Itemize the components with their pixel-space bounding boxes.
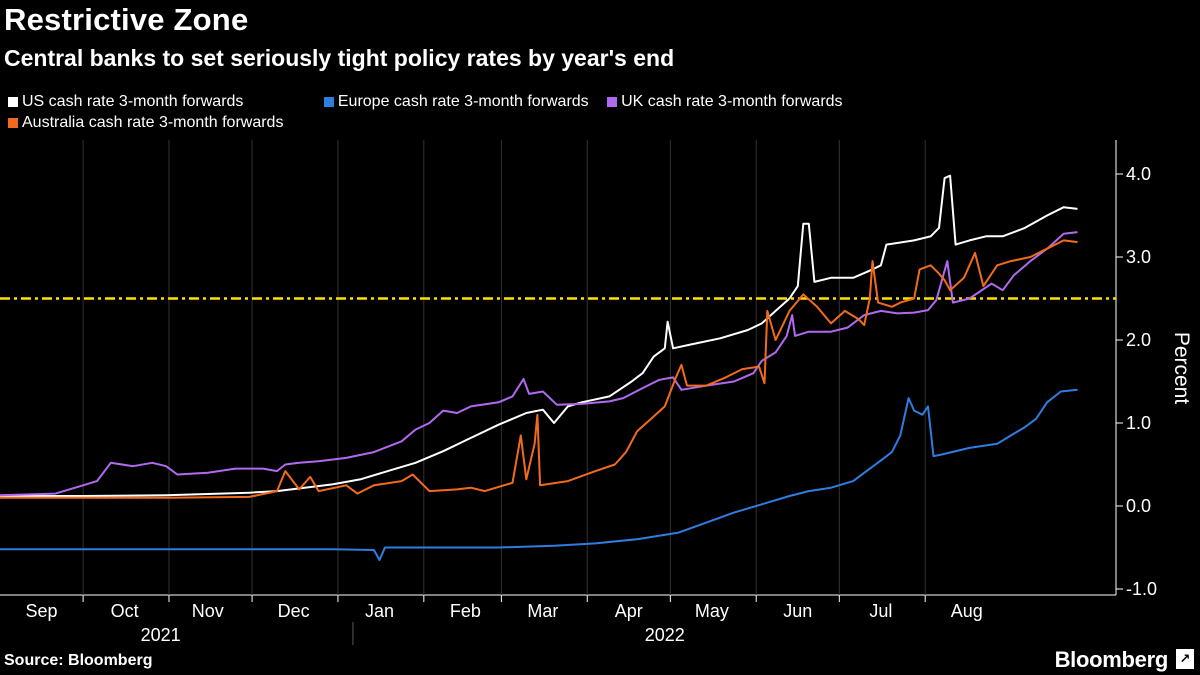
source-note: Source: Bloomberg <box>4 652 153 669</box>
chart-subtitle: Central banks to set seriously tight pol… <box>4 45 675 71</box>
legend-swatch-australia <box>8 118 18 128</box>
series-line-uk <box>0 231 1078 497</box>
legend-item-uk: UK cash rate 3-month forwards <box>607 92 843 112</box>
y-tick-label-4: 0.0 <box>1126 496 1151 516</box>
x-tick-label-aug: Aug <box>951 601 983 621</box>
year-label-2021: 2021 <box>141 625 181 645</box>
legend-item-europe: Europe cash rate 3-month forwards <box>323 92 589 112</box>
x-tick-label-nov: Nov <box>192 601 224 621</box>
legend-swatch-uk <box>607 97 618 107</box>
legend-swatch-us <box>8 97 18 107</box>
y-tick-label-5: -1.0 <box>1126 579 1157 599</box>
x-tick-label-dec: Dec <box>278 601 310 621</box>
year-label-2022: 2022 <box>645 625 685 645</box>
chart-icon: ↗ <box>1176 649 1194 669</box>
x-tick-label-jun: Jun <box>783 601 812 621</box>
series-line-australia <box>0 239 1078 499</box>
legend-item-us: US cash rate 3-month forwards <box>8 92 243 112</box>
legend-label-europe: Europe cash rate 3-month forwards <box>337 93 589 110</box>
legend: US cash rate 3-month forwards Europe cas… <box>8 92 1008 134</box>
x-tick-label-jan: Jan <box>365 601 394 621</box>
y-axis-title: Percent <box>1170 332 1193 405</box>
x-tick-label-oct: Oct <box>111 601 139 621</box>
series-line-us <box>0 174 1078 497</box>
bloomberg-logo: Bloomberg <box>1054 647 1169 672</box>
legend-label-us: US cash rate 3-month forwards <box>22 93 244 110</box>
chart-title: Restrictive Zone <box>4 2 249 37</box>
legend-swatch-europe <box>323 97 334 107</box>
x-tick-label-mar: Mar <box>527 601 558 621</box>
y-tick-label-2: 2.0 <box>1126 330 1151 350</box>
legend-item-australia: Australia cash rate 3-month forwards <box>8 113 283 133</box>
legend-label-australia: Australia cash rate 3-month forwards <box>22 114 284 131</box>
x-tick-label-sep: Sep <box>26 601 58 621</box>
x-tick-label-feb: Feb <box>450 601 481 621</box>
x-tick-label-may: May <box>695 601 729 621</box>
y-tick-label-0: 4.0 <box>1126 164 1151 184</box>
y-tick-label-1: 3.0 <box>1126 247 1151 267</box>
x-tick-label-jul: Jul <box>869 601 892 621</box>
series-line-europe <box>0 388 1078 561</box>
legend-label-uk: UK cash rate 3-month forwards <box>621 93 843 110</box>
y-tick-label-3: 1.0 <box>1126 413 1151 433</box>
x-tick-label-apr: Apr <box>615 601 643 621</box>
